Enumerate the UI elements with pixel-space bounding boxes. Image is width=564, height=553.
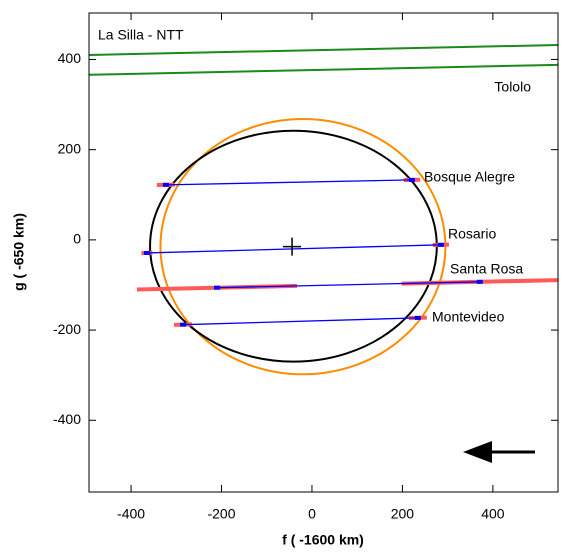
chord-label: Rosario [448,226,496,242]
x-tick-label: -400 [117,506,145,522]
y-axis-label: g ( -650 km) [11,213,27,291]
chord-label: Bosque Alegre [424,169,515,185]
y-tick-label: -200 [53,321,81,337]
grazing-line [89,44,558,56]
y-tick-label: 0 [73,231,81,247]
plot-area [89,44,558,376]
x-tick-label: 200 [391,506,415,522]
x-tick-label: 0 [308,506,316,522]
grazing-line [89,63,558,76]
y-tick-label: 400 [58,50,82,66]
x-tick-label: -200 [207,506,235,522]
chord [165,179,412,186]
grazing-label: Tololo [494,79,531,95]
y-tick-label: -400 [53,411,81,427]
grazing-label: La Silla - NTT [98,27,184,43]
chord [146,244,441,254]
chord [183,317,418,326]
y-tick-label: 200 [58,140,82,156]
chord-label: Montevideo [432,309,505,325]
direction-arrow [463,441,535,463]
center-marker [283,237,302,256]
chord [216,281,480,289]
x-tick-label: 400 [481,506,505,522]
chord-label: Santa Rosa [450,261,523,277]
x-axis-label: f ( -1600 km) [282,532,364,548]
frame [88,12,559,493]
